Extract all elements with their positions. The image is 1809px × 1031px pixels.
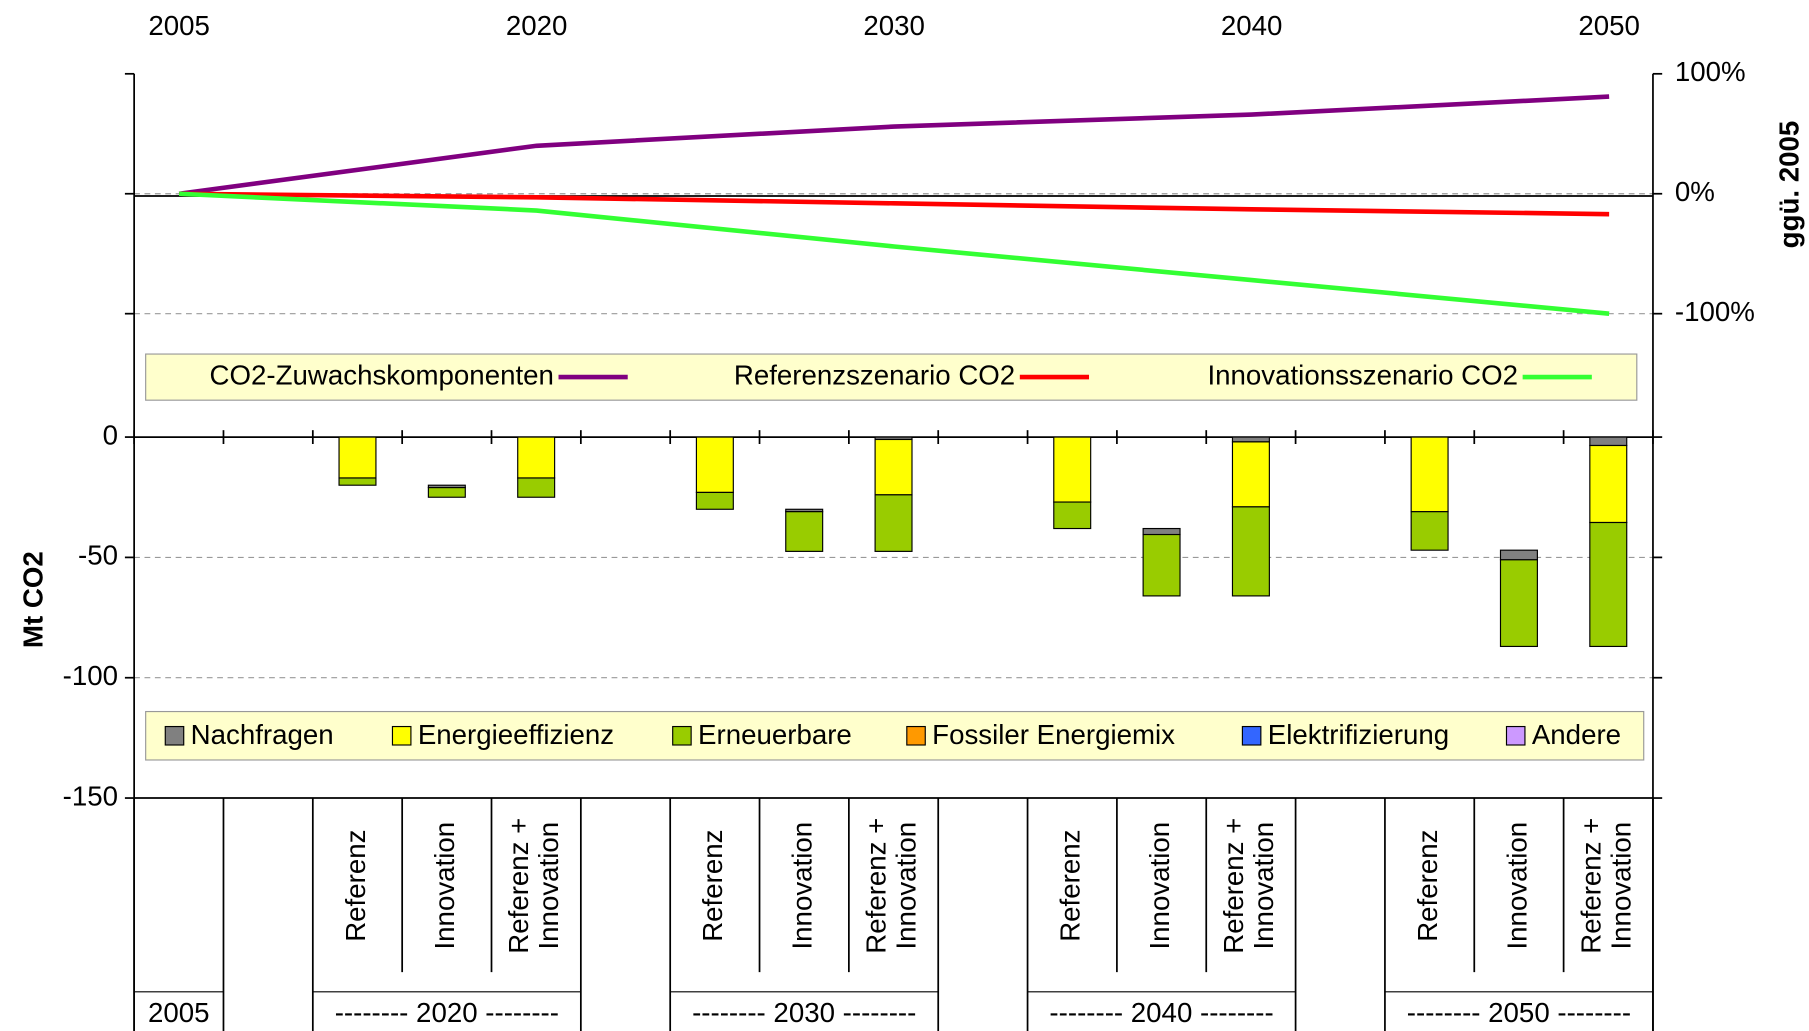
line-series bbox=[179, 191, 1610, 217]
bar-segment bbox=[695, 436, 734, 494]
bar-segment bbox=[1142, 527, 1181, 536]
x-tick-label: Referenz bbox=[340, 830, 371, 942]
bar-segment bbox=[1499, 559, 1538, 648]
y2-tick-label: 100% bbox=[1675, 56, 1746, 87]
group-label: 2005 bbox=[148, 997, 210, 1028]
group-label: -------- 2030 -------- bbox=[692, 997, 916, 1028]
y-tick-label: -150 bbox=[63, 780, 118, 811]
x-tick-label: Innovation bbox=[1144, 822, 1175, 950]
y-tick-label: 0 bbox=[103, 419, 118, 450]
x-tick-label: Referenz bbox=[1412, 830, 1443, 942]
group-label: -------- 2020 -------- bbox=[335, 997, 559, 1028]
legend-swatch bbox=[906, 725, 926, 746]
bar-segment bbox=[1589, 436, 1628, 447]
bar-segment bbox=[517, 436, 556, 479]
x-tick-label: Innovation bbox=[787, 822, 818, 950]
bar-segment bbox=[1231, 436, 1270, 443]
x-tick-label: Innovation bbox=[429, 822, 460, 950]
x-tick-label: Referenz bbox=[1055, 830, 1086, 942]
legend-label: Energieeffizienz bbox=[418, 719, 614, 750]
group-label: -------- 2040 -------- bbox=[1049, 997, 1273, 1028]
legend-swatch bbox=[672, 725, 692, 746]
line-series bbox=[179, 191, 1610, 316]
bar-segment bbox=[338, 477, 377, 486]
bar-segment bbox=[1410, 511, 1449, 551]
legend-label: Innovationsszenario CO2 bbox=[1207, 359, 1518, 390]
line-legend-box bbox=[145, 353, 1638, 401]
legend-label: Elektrifizierung bbox=[1268, 719, 1449, 750]
legend-label: CO2-Zuwachskomponenten bbox=[210, 359, 554, 390]
line-series bbox=[178, 94, 1610, 197]
x-tick-label: 2050 bbox=[1578, 10, 1640, 41]
x-tick-label: Referenz +Innovation bbox=[861, 818, 922, 954]
bar-segment bbox=[1053, 436, 1092, 503]
bar-segment bbox=[874, 438, 913, 496]
legend-swatch bbox=[1241, 725, 1262, 746]
y-tick-label: -50 bbox=[78, 540, 118, 571]
legend-label: Fossiler Energiemix bbox=[932, 719, 1175, 750]
x-tick-label: Innovation bbox=[1501, 822, 1532, 950]
y2-axis-title: ggü. 2005 bbox=[1774, 121, 1805, 249]
x-tick-label: 2005 bbox=[148, 10, 210, 41]
y2-tick-label: 0% bbox=[1675, 176, 1715, 207]
bar-segment bbox=[517, 477, 556, 498]
x-tick-label: 2040 bbox=[1221, 10, 1283, 41]
x-tick-label: 2020 bbox=[506, 10, 568, 41]
bar-segment bbox=[1589, 521, 1628, 648]
legend-label: Andere bbox=[1532, 719, 1621, 750]
legend-label: Nachfragen bbox=[191, 719, 334, 750]
x-tick-label: Referenz bbox=[697, 830, 728, 942]
y-tick-label: -100 bbox=[63, 660, 118, 691]
bar-segment bbox=[785, 511, 824, 552]
legend-swatch bbox=[1505, 725, 1526, 746]
bar-segment bbox=[1053, 501, 1092, 530]
bar-segment bbox=[427, 487, 466, 498]
bar-segment bbox=[1231, 506, 1270, 597]
bar-segment bbox=[1499, 549, 1538, 561]
legend-label: Referenzszenario CO2 bbox=[734, 359, 1015, 390]
bar-segment bbox=[874, 494, 913, 552]
legend-swatch bbox=[391, 725, 412, 746]
x-tick-label: Referenz +Innovation bbox=[503, 818, 564, 954]
x-tick-label: Referenz +Innovation bbox=[1218, 818, 1279, 954]
bar-segment bbox=[1142, 533, 1181, 597]
group-label: -------- 2050 -------- bbox=[1407, 997, 1631, 1028]
bar-segment bbox=[338, 436, 377, 479]
bar-segment bbox=[1231, 441, 1270, 508]
bar-segment bbox=[1589, 444, 1628, 524]
x-tick-label: 2030 bbox=[863, 10, 925, 41]
bar-segment bbox=[695, 491, 734, 510]
legend-swatch bbox=[164, 725, 185, 746]
bar-segment bbox=[1410, 436, 1449, 513]
x-tick-label: Referenz +Innovation bbox=[1576, 818, 1637, 954]
y-axis-title: Mt CO2 bbox=[17, 551, 48, 648]
y2-tick-label: -100% bbox=[1675, 296, 1755, 327]
legend-label: Erneuerbare bbox=[698, 719, 852, 750]
